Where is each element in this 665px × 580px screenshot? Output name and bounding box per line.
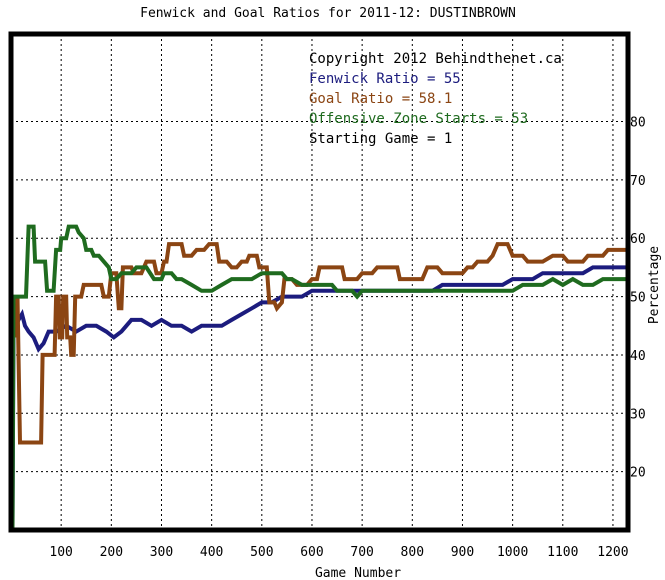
y-tick-label: 70 [630,174,646,189]
x-tick-label: 100 [49,545,72,560]
x-tick-label: 300 [150,545,173,560]
y-tick-label: 80 [630,116,646,131]
legend-fenwick-ratio: Fenwick Ratio = 55 [309,71,461,87]
x-tick-label: 800 [401,545,424,560]
y-tick-label: 50 [630,291,646,306]
legend-offensive-zone-starts: Offensive Zone Starts = 53 [309,111,528,127]
y-tick-label: 30 [630,407,646,422]
x-tick-label: 500 [250,545,273,560]
plot-area [11,34,628,530]
x-tick-label: 1000 [497,545,528,560]
x-tick-label: 1100 [547,545,578,560]
y-axis-label: Percentage [647,246,662,324]
goal-ratio-line [10,242,626,445]
plot-frame [8,31,631,533]
x-tick-label: 1200 [597,545,628,560]
x-tick-label: 900 [451,545,474,560]
x-tick-label: 400 [200,545,223,560]
x-tick-label: 700 [350,545,373,560]
chart-title: Fenwick and Goal Ratios for 2011-12: DUS… [140,6,516,21]
x-axis-label: Game Number [315,566,401,580]
y-tick-labels: 20 30 40 50 60 70 80 [630,116,646,481]
legend-goal-ratio: Goal Ratio = 58.1 [309,91,452,107]
x-tick-labels: 100 200 300 400 500 600 700 800 900 1000 1100 1200 [49,545,628,560]
y-tick-label: 20 [630,466,646,481]
y-tick-label: 60 [630,232,646,247]
legend: Copyright 2012 Behindthenet.ca Fenwick Ra… [309,51,562,147]
offensive-zone-starts-line [10,224,626,531]
x-tick-label: 600 [300,545,323,560]
copyright-note: Copyright 2012 Behindthenet.ca [309,51,562,67]
series-layer [10,224,626,531]
x-tick-label: 200 [100,545,123,560]
legend-starting-game: Starting Game = 1 [309,131,452,147]
y-tick-label: 40 [630,349,646,364]
